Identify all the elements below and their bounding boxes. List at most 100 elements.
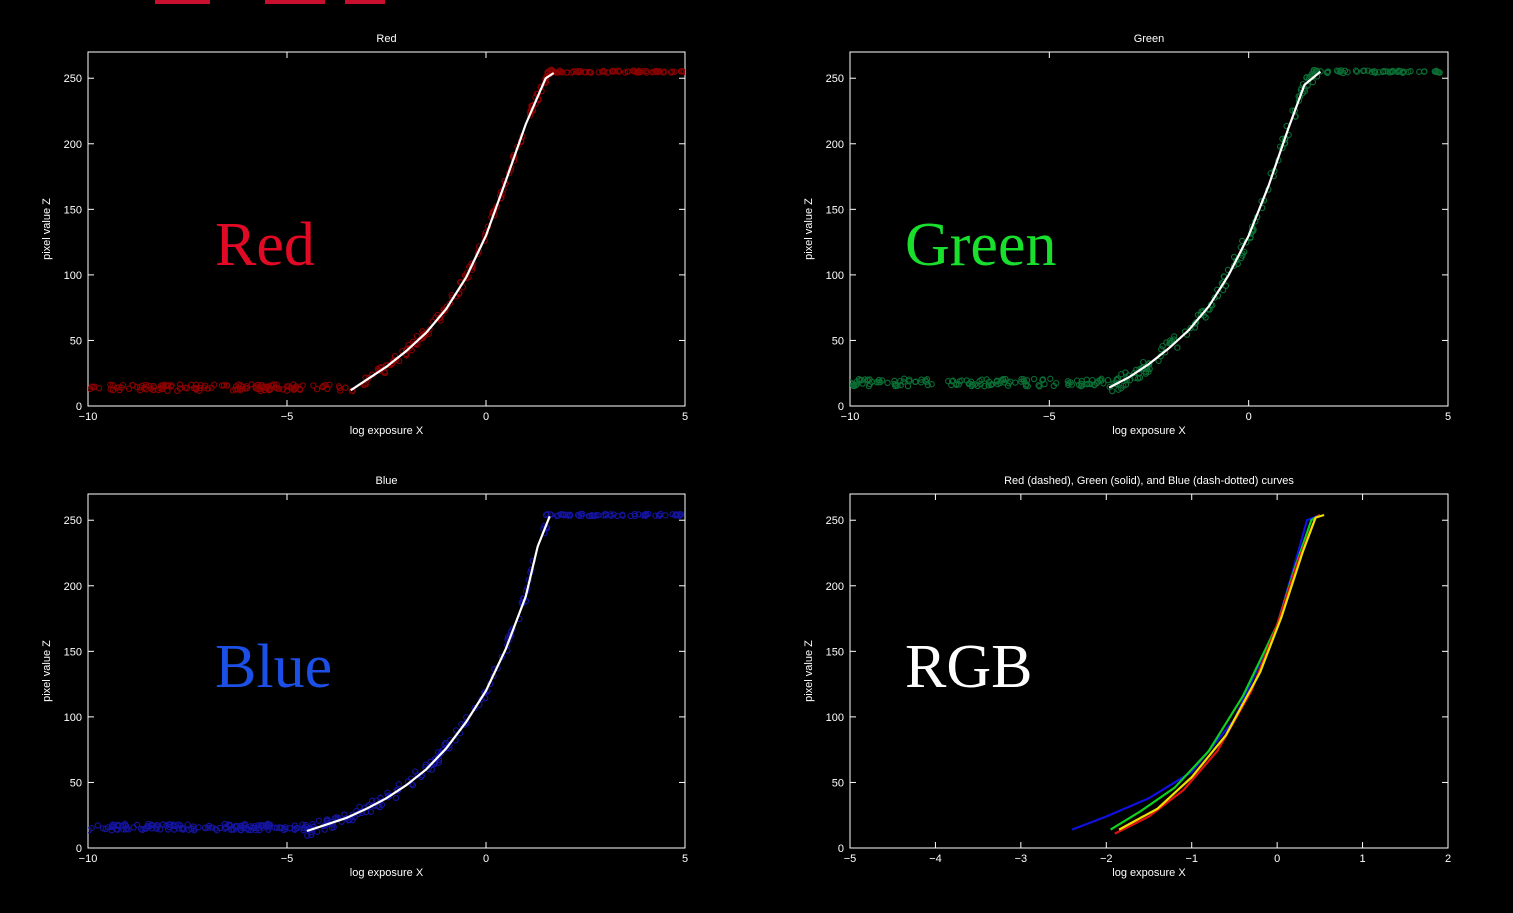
data-point — [285, 383, 292, 390]
data-point — [1146, 365, 1153, 373]
data-point — [1104, 377, 1112, 384]
data-point — [635, 511, 642, 518]
x-tick-label: −10 — [79, 853, 98, 865]
data-point — [557, 68, 564, 76]
data-point — [302, 821, 309, 829]
data-point — [574, 67, 581, 75]
data-point — [945, 378, 952, 385]
data-point — [139, 826, 146, 834]
data-point — [368, 797, 376, 804]
data-point — [1094, 378, 1102, 385]
data-point — [109, 821, 116, 828]
data-point — [1241, 248, 1248, 255]
data-point — [864, 376, 871, 384]
x-tick-label: −5 — [281, 853, 294, 865]
data-point — [188, 381, 195, 388]
data-point — [143, 386, 150, 393]
data-point — [177, 822, 184, 829]
data-point — [586, 68, 593, 76]
data-point — [1005, 380, 1012, 387]
data-point — [282, 824, 289, 831]
data-point — [667, 69, 675, 76]
data-point — [575, 512, 583, 519]
data-point — [176, 381, 184, 388]
data-point — [376, 803, 383, 811]
y-tick-label: 0 — [76, 401, 82, 413]
data-point — [969, 381, 977, 388]
data-point — [314, 828, 321, 835]
data-point — [985, 382, 992, 389]
y-tick-label: 50 — [832, 335, 844, 347]
y-tick-label: 150 — [64, 646, 82, 658]
y-tick-label: 250 — [64, 73, 82, 85]
x-tick-label: 5 — [682, 853, 688, 865]
data-point — [154, 824, 161, 831]
y-tick-label: 150 — [64, 204, 82, 216]
data-point — [601, 68, 608, 75]
data-point — [201, 824, 209, 832]
plot-area — [1071, 513, 1325, 835]
x-tick-label: −1 — [1185, 853, 1198, 865]
x-tick-label: 1 — [1360, 853, 1366, 865]
data-point — [239, 383, 246, 390]
x-tick-label: −5 — [281, 411, 294, 423]
data-point — [205, 824, 212, 831]
data-point — [109, 381, 116, 389]
data-point — [600, 67, 607, 75]
data-point — [276, 824, 283, 831]
data-point — [241, 820, 248, 828]
data-point — [122, 826, 129, 833]
header-strip-mark — [345, 0, 385, 4]
data-point — [570, 68, 577, 75]
data-point — [674, 511, 681, 519]
data-point — [1352, 67, 1360, 74]
data-point — [442, 739, 449, 747]
y-tick-label: 100 — [64, 712, 82, 724]
data-point — [680, 68, 685, 76]
data-point — [274, 385, 281, 392]
data-point — [1158, 346, 1165, 353]
data-point — [291, 826, 298, 833]
data-point — [209, 824, 216, 831]
data-point — [1068, 381, 1076, 388]
data-point — [1395, 67, 1403, 74]
data-point — [184, 821, 191, 828]
data-point — [315, 817, 322, 824]
data-point — [390, 357, 397, 365]
data-point — [426, 326, 433, 333]
data-point — [142, 381, 150, 389]
data-point — [137, 386, 144, 394]
chart-title: Red — [376, 33, 396, 45]
data-point — [1389, 67, 1396, 75]
y-tick-label: 200 — [826, 581, 844, 593]
data-point — [1122, 381, 1130, 388]
fit-curve — [1108, 70, 1322, 389]
data-point — [1109, 387, 1116, 395]
data-point — [1303, 74, 1310, 81]
data-point — [1333, 67, 1341, 74]
header-strip — [0, 0, 1513, 8]
data-point — [257, 381, 265, 389]
data-point — [254, 381, 261, 389]
data-point — [590, 512, 597, 519]
data-point — [434, 749, 442, 756]
data-point — [865, 382, 873, 390]
x-tick-label: −3 — [1015, 853, 1028, 865]
data-point — [300, 827, 307, 834]
data-point — [349, 817, 356, 824]
data-point — [1220, 273, 1227, 280]
data-point — [1192, 319, 1200, 326]
data-point — [94, 822, 101, 829]
data-point — [150, 382, 157, 390]
data-point — [1416, 68, 1423, 75]
data-point — [602, 511, 609, 518]
x-tick-label: −4 — [929, 853, 942, 865]
data-point — [912, 378, 919, 386]
y-tick-label: 100 — [826, 712, 844, 724]
plot-area — [88, 510, 685, 839]
x-tick-label: −2 — [1100, 853, 1113, 865]
series-line — [1118, 513, 1325, 831]
